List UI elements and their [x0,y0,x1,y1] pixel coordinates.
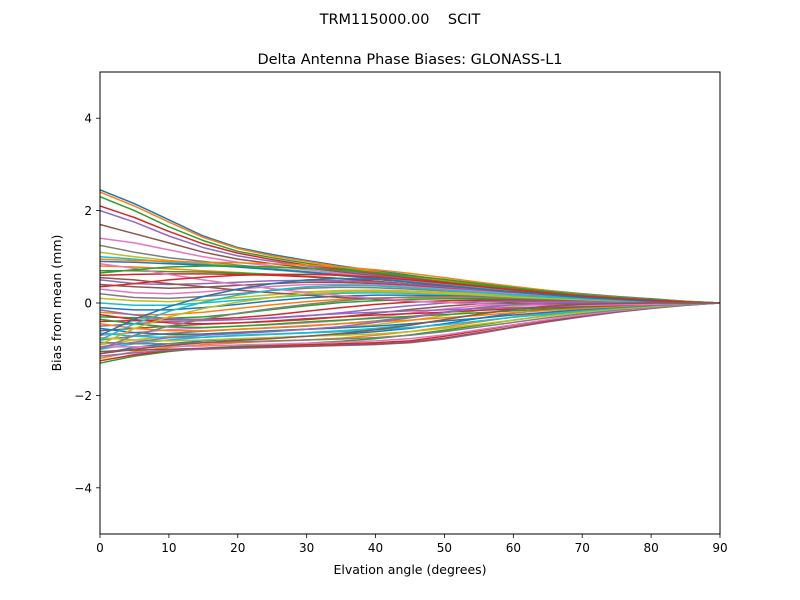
chart-title: Delta Antenna Phase Biases: GLONASS-L1 [257,52,562,68]
ticks-layer: 0 10 20 30 40 50 60 70 80 90 −4 −2 0 2 4 [74,112,727,555]
plot-frame [99,71,721,535]
x-axis-label: Elvation angle (degrees) [333,562,486,577]
series-line-50 [100,284,720,341]
series-line-53 [100,265,720,304]
y-tick-label: 0 [84,297,92,311]
x-tick-label: 70 [575,541,590,555]
x-tick-label: 90 [712,541,727,555]
y-tick-label: 4 [84,112,92,126]
y-tick-label: −2 [74,389,92,403]
series-line-55 [100,301,720,348]
series-line-47 [100,262,720,307]
y-tick-label: −4 [74,481,92,495]
series-line-40 [100,302,720,339]
series-line-42 [100,302,720,332]
series-line-51 [100,277,720,336]
x-tick-label: 20 [230,541,245,555]
y-axis-label: Bias from mean (mm) [49,235,64,372]
x-tick-label: 50 [437,541,452,555]
series-line-33 [100,302,720,364]
series-line-36 [100,302,720,353]
figure-suptitle: TRM115000.00 SCIT [319,12,481,28]
series-line-37 [100,302,720,348]
x-tick-label: 60 [506,541,521,555]
x-tick-label: 80 [643,541,658,555]
x-tick-label: 40 [368,541,383,555]
series-line-54 [100,273,720,304]
x-tick-label: 30 [299,541,314,555]
series-line-56 [100,302,720,355]
series-line-39 [100,302,720,342]
x-tick-label: 0 [96,541,104,555]
x-tick-label: 10 [161,541,176,555]
y-tick-label: 2 [84,204,92,218]
series-layer [100,189,720,364]
